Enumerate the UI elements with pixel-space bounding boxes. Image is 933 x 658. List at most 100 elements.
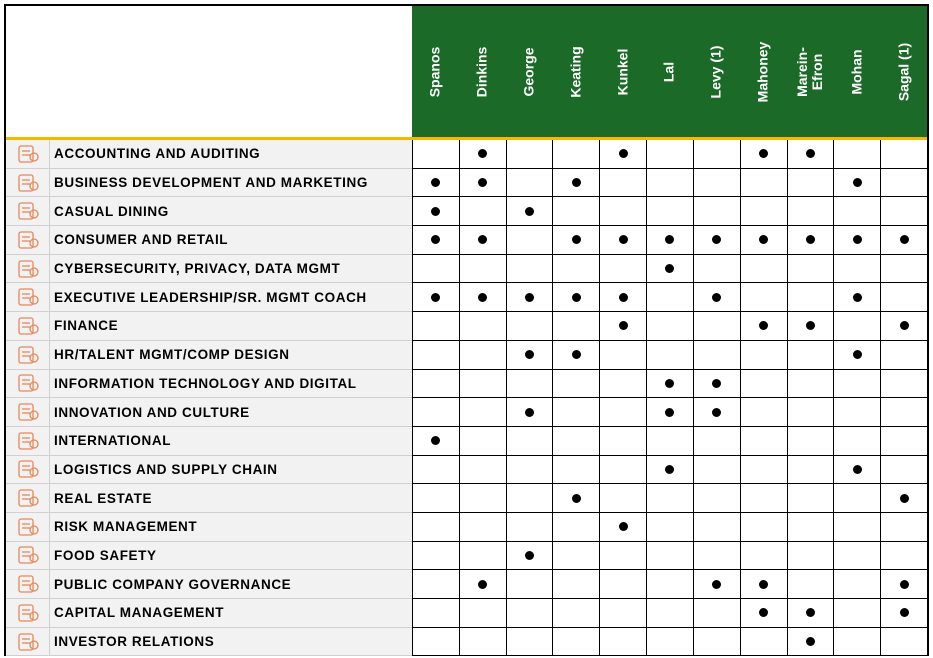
matrix-cell — [458, 599, 506, 628]
matrix-cell — [552, 283, 600, 313]
warning-document-icon — [6, 512, 50, 541]
matrix-cell — [412, 140, 459, 169]
skill-marker-dot — [665, 378, 675, 388]
table-row: CAPITAL MANAGEMENT — [6, 599, 927, 628]
matrix-cell — [599, 512, 647, 542]
matrix-cell — [505, 512, 553, 542]
skill-marker-dot — [759, 149, 769, 159]
matrix-cell — [552, 512, 600, 542]
matrix-cell — [599, 197, 647, 227]
matrix-cell — [739, 197, 787, 227]
column-header: Marein- Efron — [787, 6, 834, 137]
matrix-cell — [692, 340, 740, 370]
matrix-cell — [458, 369, 506, 399]
skill-marker-dot — [852, 464, 862, 474]
skill-marker-dot — [852, 235, 862, 245]
skill-label: RISK MANAGEMENT — [54, 519, 198, 535]
matrix-cell — [552, 197, 600, 227]
matrix-cell — [412, 226, 459, 255]
column-header: Sagal (1) — [880, 6, 927, 137]
column-header: George — [506, 6, 553, 137]
matrix-cell — [739, 426, 787, 456]
matrix-cell — [599, 340, 647, 370]
director-name: Mahoney — [754, 41, 771, 102]
matrix-cell — [833, 197, 881, 227]
skill-marker-dot — [899, 321, 909, 331]
matrix-cell — [833, 570, 881, 599]
table-row: FINANCE — [6, 312, 927, 341]
table-row: BUSINESS DEVELOPMENT AND MARKETING — [6, 168, 927, 198]
matrix-cell — [552, 570, 600, 599]
column-header: Levy (1) — [693, 6, 740, 137]
matrix-cell — [833, 627, 881, 657]
skill-marker-dot — [665, 235, 675, 245]
lightbulb-gear-icon — [6, 398, 50, 426]
director-name: Kunkel — [614, 48, 631, 95]
matrix-cell — [786, 455, 834, 485]
skill-marker-dot — [571, 178, 581, 188]
skill-marker-dot — [618, 235, 628, 245]
matrix-cell — [833, 283, 881, 313]
column-header: Mahoney — [740, 6, 787, 137]
house-icon — [6, 484, 50, 512]
matrix-cell — [786, 484, 834, 513]
matrix-cell — [412, 426, 459, 456]
matrix-cell — [692, 312, 740, 341]
matrix-cell — [552, 484, 600, 513]
matrix-cell — [646, 226, 693, 255]
skill-marker-dot — [571, 350, 581, 360]
matrix-cell — [505, 599, 553, 628]
matrix-cell — [458, 254, 506, 284]
matrix-cell — [880, 283, 927, 313]
matrix-cell — [833, 168, 881, 198]
matrix-cell — [833, 599, 881, 628]
skill-marker-dot — [899, 235, 909, 245]
matrix-cell — [646, 627, 693, 657]
matrix-cell — [412, 254, 459, 284]
matrix-cell — [599, 312, 647, 341]
table-row: ACCOUNTING AND AUDITING — [6, 140, 927, 169]
matrix-cell — [646, 168, 693, 198]
matrix-cell — [833, 369, 881, 399]
hand-money-icon — [6, 312, 50, 340]
cloud-network-icon — [6, 369, 50, 398]
skills-rows: ACCOUNTING AND AUDITING BUSINESS DEVELOPM… — [6, 140, 927, 657]
table-row: INNOVATION AND CULTURE — [6, 398, 927, 427]
food-jar-icon — [6, 541, 50, 570]
matrix-cell — [599, 541, 647, 571]
resume-document-icon — [6, 340, 50, 369]
matrix-cell — [599, 627, 647, 657]
column-header: Kunkel — [599, 6, 646, 137]
table-row: LOGISTICS AND SUPPLY CHAIN — [6, 455, 927, 485]
matrix-cell — [880, 226, 927, 255]
matrix-cell — [599, 254, 647, 284]
matrix-cell — [552, 226, 600, 255]
skill-label-cell: INNOVATION AND CULTURE — [6, 398, 412, 427]
header-blank-corner — [6, 6, 412, 137]
table-row: REAL ESTATE — [6, 484, 927, 513]
matrix-cell — [505, 254, 553, 284]
matrix-cell — [646, 369, 693, 399]
matrix-cell — [692, 197, 740, 227]
matrix-cell — [739, 140, 787, 169]
skill-label-cell: LOGISTICS AND SUPPLY CHAIN — [6, 455, 412, 485]
matrix-cell — [880, 541, 927, 571]
matrix-cell — [833, 140, 881, 169]
director-header-row: Spanos Dinkins George Keating Kunkel Lal Levy … — [412, 6, 927, 137]
skill-marker-dot — [665, 407, 675, 417]
matrix-cell — [692, 541, 740, 571]
matrix-cell — [505, 398, 553, 427]
skill-marker-dot — [759, 321, 769, 331]
table-row: CONSUMER AND RETAIL — [6, 226, 927, 255]
matrix-cell — [739, 455, 787, 485]
skill-marker-dot — [478, 579, 488, 589]
matrix-cell — [458, 140, 506, 169]
skill-marker-dot — [525, 206, 535, 216]
matrix-cell — [880, 455, 927, 485]
table-row: INVESTOR RELATIONS — [6, 627, 927, 657]
matrix-cell — [833, 398, 881, 427]
matrix-cell — [646, 312, 693, 341]
skill-label: PUBLIC COMPANY GOVERNANCE — [54, 576, 292, 592]
matrix-cell — [505, 627, 553, 657]
shield-lock-icon — [6, 254, 50, 283]
